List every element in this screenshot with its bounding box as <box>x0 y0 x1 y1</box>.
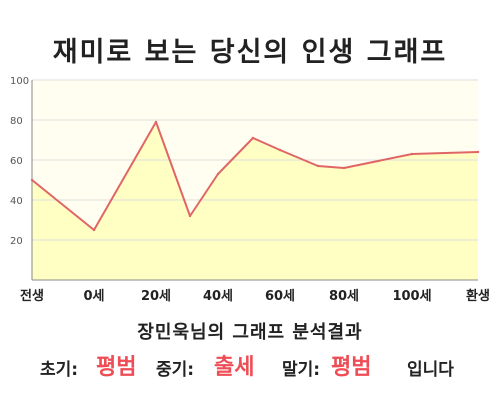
x-tick-label: 100세 <box>392 289 431 304</box>
data-point <box>316 164 320 168</box>
page-title: 재미로 보는 당신의 인생 그래프 <box>52 37 448 68</box>
x-tick-label: 60세 <box>265 289 295 304</box>
x-tick-label: 80세 <box>329 289 359 304</box>
early-label: 초기: <box>40 360 79 380</box>
data-point <box>278 148 282 152</box>
data-point <box>216 172 220 176</box>
late-label: 말기: <box>282 360 321 380</box>
data-point <box>342 166 346 170</box>
y-tick-label: 100 <box>10 76 29 87</box>
y-tick-label: 40 <box>10 196 23 207</box>
early-value: 평범 <box>96 355 137 380</box>
x-tick-label: 전생 <box>20 288 44 304</box>
data-point <box>251 136 255 140</box>
late-value: 평범 <box>331 355 372 380</box>
x-tick-label: 0세 <box>83 289 104 304</box>
analysis-result: 초기: 평범 중기: 출세 말기: 평범 입니다 <box>0 347 500 380</box>
data-point <box>188 214 192 218</box>
y-tick-label: 20 <box>10 236 23 247</box>
analysis-heading: 장민욱님의 그래프 분석결과 <box>137 322 363 343</box>
result-ending: 입니다 <box>407 360 454 380</box>
x-tick-label: 20세 <box>141 289 171 304</box>
data-point <box>92 228 96 232</box>
data-point <box>476 150 480 154</box>
data-point <box>410 152 414 156</box>
life-graph-chart: 20 40 60 80 100 전생 0세 20세 40세 60세 80세 100세 환생 <box>10 76 490 304</box>
data-point <box>30 178 34 182</box>
y-tick-label: 80 <box>10 116 23 127</box>
data-point <box>154 120 158 124</box>
y-tick-label: 60 <box>10 156 23 167</box>
middle-label: 중기: <box>156 360 195 380</box>
x-tick-label: 40세 <box>203 289 233 304</box>
x-tick-label: 환생 <box>466 288 490 304</box>
middle-value: 출세 <box>214 355 255 380</box>
